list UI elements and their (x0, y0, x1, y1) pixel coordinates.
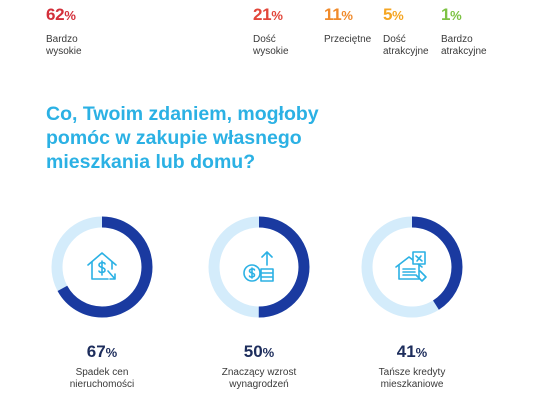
ring-progress (208, 216, 310, 318)
stat-very-high: 62% Bardzo wysokie (46, 6, 82, 57)
stat-label: Bardzo atrakcyjne (441, 34, 487, 57)
rating-stats-row: 62% Bardzo wysokie 21% Dość wysokie 11% Pr… (0, 0, 540, 60)
stat-very-attractive: 1% Bardzo atrakcyjne (441, 6, 487, 57)
ring-label: Tańsze kredyty mieszkaniowe (378, 367, 446, 390)
ring-item-price-drop: 67% Spadek cen nieruchomości (42, 214, 162, 391)
mortgage-icon (395, 251, 427, 282)
question-heading: Co, Twoim zdaniem, mogłoby pomóc w zakup… (46, 103, 319, 173)
stat-average: 11% Przeciętne (324, 6, 371, 46)
progress-ring (51, 216, 153, 318)
progress-ring (361, 216, 463, 318)
ring-value: 50% (243, 342, 275, 361)
ring-value: 67% (86, 342, 118, 361)
ring-item-salary-growth: 50% Znaczący wzrost wynagrodzeń (199, 214, 319, 391)
progress-ring (208, 216, 310, 318)
stat-value: 21% (253, 5, 283, 24)
house-price-down-icon (87, 252, 117, 280)
stat-value: 11% (324, 5, 353, 24)
stat-value: 5% (383, 5, 404, 24)
stat-quite-attractive: 5% Dość atrakcyjne (383, 6, 429, 57)
stat-label: Przeciętne (324, 34, 372, 45)
stat-label: Dość wysokie (253, 34, 289, 57)
stat-value: 1% (441, 5, 462, 24)
ring-progress (51, 216, 153, 318)
stat-label: Dość atrakcyjne (383, 34, 429, 57)
salary-growth-icon (243, 251, 274, 282)
ring-label: Spadek cen nieruchomości (69, 367, 135, 390)
stat-label: Bardzo wysokie (46, 34, 82, 57)
ring-value: 41% (396, 342, 428, 361)
stat-quite-high: 21% Dość wysokie (253, 6, 289, 57)
ring-item-cheaper-mortgage: 41% Tańsze kredyty mieszkaniowe (352, 214, 472, 391)
ring-label: Znaczący wzrost wynagrodzeń (221, 367, 297, 390)
ring-progress (361, 216, 463, 318)
stat-value: 62% (46, 5, 76, 24)
